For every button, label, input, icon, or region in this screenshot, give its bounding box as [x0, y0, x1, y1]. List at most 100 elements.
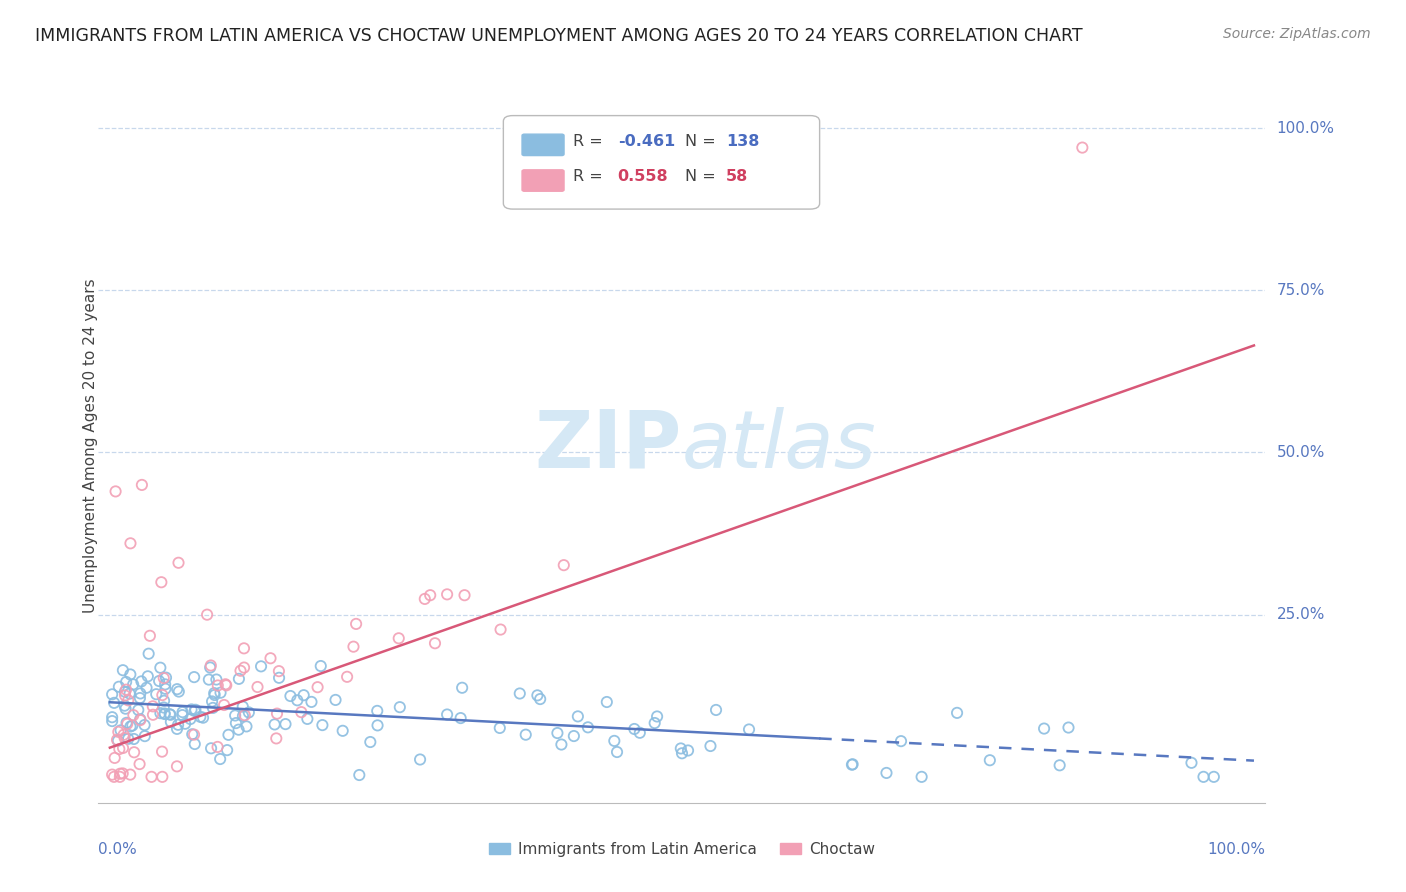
- Point: [111, 741, 134, 756]
- Text: Source: ZipAtlas.com: Source: ZipAtlas.com: [1223, 27, 1371, 41]
- Point: [450, 711, 472, 725]
- Text: 25.0%: 25.0%: [1277, 607, 1324, 622]
- Point: [115, 715, 138, 730]
- Point: [309, 659, 332, 673]
- Point: [122, 677, 145, 691]
- Point: [488, 721, 510, 735]
- Point: [114, 698, 136, 713]
- Point: [738, 723, 761, 737]
- Text: N =: N =: [685, 169, 721, 185]
- Point: [121, 718, 143, 732]
- Text: -0.461: -0.461: [617, 134, 675, 149]
- Point: [342, 640, 364, 654]
- Text: 0.0%: 0.0%: [98, 842, 138, 857]
- Point: [1071, 140, 1094, 154]
- Point: [301, 695, 323, 709]
- Point: [311, 718, 333, 732]
- Point: [149, 661, 172, 675]
- Text: atlas: atlas: [682, 407, 877, 485]
- Point: [562, 729, 585, 743]
- Point: [451, 681, 474, 695]
- Point: [103, 770, 125, 784]
- Point: [292, 688, 315, 702]
- Point: [134, 729, 156, 743]
- Point: [214, 677, 236, 691]
- Point: [114, 731, 136, 745]
- Point: [200, 741, 222, 756]
- Point: [890, 734, 912, 748]
- Point: [139, 629, 162, 643]
- Point: [166, 722, 188, 736]
- Point: [209, 752, 232, 766]
- Point: [388, 632, 411, 646]
- Point: [159, 707, 181, 722]
- Point: [644, 716, 666, 731]
- Point: [117, 693, 139, 707]
- Point: [669, 741, 692, 756]
- Point: [280, 689, 302, 703]
- Point: [101, 687, 124, 701]
- Point: [129, 712, 152, 726]
- Point: [875, 766, 897, 780]
- Text: N =: N =: [685, 134, 721, 149]
- Point: [120, 667, 142, 681]
- Point: [150, 575, 173, 590]
- FancyBboxPatch shape: [522, 169, 564, 191]
- Point: [180, 702, 202, 716]
- Point: [111, 663, 134, 677]
- Point: [129, 686, 152, 700]
- Point: [215, 678, 238, 692]
- Point: [250, 659, 273, 673]
- Point: [232, 699, 254, 714]
- Point: [235, 719, 257, 733]
- Point: [553, 558, 575, 573]
- Point: [419, 588, 441, 602]
- Point: [336, 670, 359, 684]
- Point: [150, 688, 173, 702]
- Point: [344, 616, 367, 631]
- Point: [149, 706, 172, 721]
- Point: [576, 720, 599, 734]
- Point: [200, 658, 222, 673]
- Point: [167, 556, 190, 570]
- Point: [229, 664, 252, 678]
- Point: [107, 733, 129, 747]
- Point: [201, 701, 224, 715]
- Point: [225, 716, 247, 731]
- Point: [172, 708, 194, 723]
- Point: [118, 687, 141, 701]
- Legend: Immigrants from Latin America, Choctaw: Immigrants from Latin America, Choctaw: [482, 836, 882, 863]
- Point: [159, 707, 181, 722]
- Point: [114, 701, 136, 715]
- Point: [153, 706, 176, 721]
- Point: [645, 709, 668, 723]
- Point: [233, 641, 256, 656]
- Point: [122, 731, 145, 746]
- Point: [167, 718, 190, 732]
- Point: [117, 717, 139, 731]
- Point: [359, 735, 381, 749]
- Point: [155, 681, 177, 696]
- Text: 0.558: 0.558: [617, 169, 668, 185]
- Point: [131, 674, 153, 689]
- Point: [160, 714, 183, 729]
- Point: [423, 636, 446, 650]
- Point: [204, 688, 226, 702]
- Point: [198, 660, 221, 674]
- Point: [104, 484, 127, 499]
- Point: [267, 664, 290, 678]
- Point: [101, 767, 124, 781]
- Point: [285, 693, 308, 707]
- Text: R =: R =: [574, 169, 609, 185]
- Point: [198, 673, 221, 687]
- Point: [120, 767, 142, 781]
- Point: [153, 694, 176, 708]
- Point: [101, 714, 124, 728]
- Point: [676, 743, 699, 757]
- Point: [529, 692, 551, 706]
- Point: [150, 745, 173, 759]
- Point: [489, 623, 512, 637]
- Point: [228, 672, 250, 686]
- Point: [108, 742, 131, 756]
- Point: [307, 680, 329, 694]
